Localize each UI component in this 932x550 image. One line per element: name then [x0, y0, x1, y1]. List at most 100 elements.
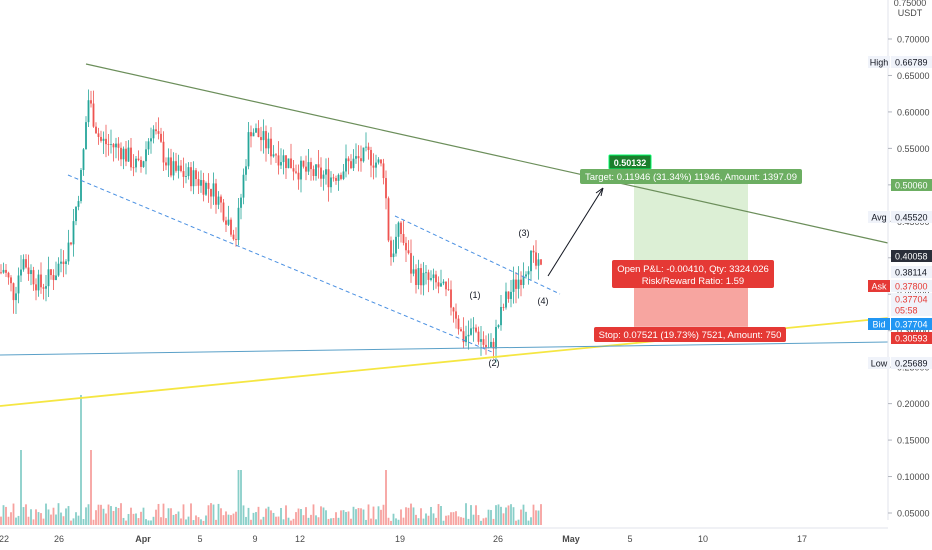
volume-bar	[107, 504, 110, 525]
candle-body	[12, 283, 15, 301]
volume-bar	[45, 503, 47, 525]
volume-bar	[447, 515, 450, 525]
candle-body	[252, 132, 255, 137]
volume-bar	[317, 517, 320, 525]
volume-bar	[537, 510, 540, 525]
candle-body	[442, 281, 445, 284]
candle-body	[512, 279, 515, 292]
candle-body	[522, 276, 525, 286]
bid-tag-bg	[891, 318, 932, 330]
candle-body	[85, 122, 87, 150]
volume-bar	[382, 504, 385, 525]
candle-body	[105, 138, 107, 145]
candle-body	[5, 269, 7, 273]
volume-bar	[185, 519, 187, 525]
volume-bar	[32, 519, 35, 525]
volume-bar	[472, 514, 475, 525]
time-axis[interactable]: 22 26 Apr 5 9 12 19 26 May 5 10 17	[0, 527, 888, 544]
candle-body	[407, 250, 410, 254]
volume-bar	[230, 515, 232, 525]
candle-body	[330, 177, 332, 188]
candle-body	[242, 174, 245, 198]
candle-body	[122, 148, 125, 160]
time-tick-label: 9	[252, 534, 257, 544]
volume-bar	[525, 511, 527, 525]
candle-body	[60, 261, 62, 264]
candle-body	[390, 240, 392, 258]
volume-bar	[292, 518, 295, 525]
candle-body	[335, 178, 337, 181]
volume-bar	[372, 506, 375, 525]
volume-bar	[277, 516, 280, 525]
candle-body	[217, 196, 220, 205]
candle-body	[165, 162, 167, 166]
volume-bar	[327, 518, 330, 525]
candle-body	[272, 154, 275, 157]
volume-bar	[337, 517, 340, 525]
volume-bar	[412, 507, 415, 525]
candle-body	[300, 160, 302, 180]
candle-body	[400, 222, 402, 235]
candle-body	[530, 250, 532, 272]
volume-bar	[205, 515, 207, 525]
candle-body	[355, 156, 357, 159]
volume-bar	[75, 512, 77, 525]
candle-body	[267, 138, 270, 149]
volume-bar	[477, 515, 480, 525]
candle-body	[72, 221, 75, 245]
candle-body	[45, 286, 47, 289]
volume-bar	[90, 450, 92, 525]
volume-bar	[420, 508, 422, 525]
volume-bar	[315, 515, 317, 525]
volume-bar	[65, 508, 67, 525]
candle-body	[235, 239, 237, 240]
volume-bar	[120, 503, 122, 525]
volume-bar	[282, 519, 285, 525]
price-tick-label: 0.70000	[897, 35, 930, 45]
candle-body	[475, 327, 477, 332]
volume-bar	[362, 509, 365, 525]
candle-body	[160, 133, 162, 142]
volume-bar	[247, 507, 250, 525]
candle-body	[35, 284, 37, 291]
position-tags[interactable]: 0.50132 Target: 0.11946 (31.34%) 11946, …	[580, 154, 802, 342]
volume-bar	[40, 513, 42, 525]
volume-bar	[112, 511, 115, 525]
volume-bar	[22, 507, 25, 525]
candle-body	[25, 259, 27, 268]
projection-arrowhead	[595, 187, 604, 197]
volume-bar	[127, 513, 130, 525]
candle-body	[207, 182, 210, 189]
volume-bar	[220, 508, 222, 525]
volume-bar	[307, 517, 310, 525]
candle-body	[130, 147, 132, 168]
candle-body	[147, 141, 150, 150]
candle-body	[462, 331, 465, 343]
candle-body	[310, 162, 312, 170]
candle-body	[290, 158, 292, 169]
avg-tag-bg	[891, 211, 932, 223]
candle-body	[182, 171, 185, 177]
candle-body	[112, 144, 115, 148]
candle-body	[515, 279, 517, 289]
pnl-tag-bg	[612, 260, 774, 288]
volume-bar	[505, 507, 507, 525]
volume-bar	[397, 519, 400, 525]
volume-bar	[195, 515, 197, 525]
candle-body	[250, 132, 252, 137]
high-tag-label-bg	[868, 56, 890, 68]
candle-body	[7, 272, 10, 278]
candle-body	[470, 328, 472, 335]
candle-body	[52, 275, 55, 281]
volume-bar	[482, 518, 485, 525]
volume-bar	[157, 503, 160, 525]
volume-bar	[370, 518, 372, 525]
candle-body	[75, 206, 77, 222]
candle-body	[282, 155, 285, 163]
candle-body	[502, 306, 505, 308]
horizontal-line	[0, 341, 889, 356]
volume-bar	[340, 510, 342, 525]
volume-bar	[502, 513, 505, 525]
